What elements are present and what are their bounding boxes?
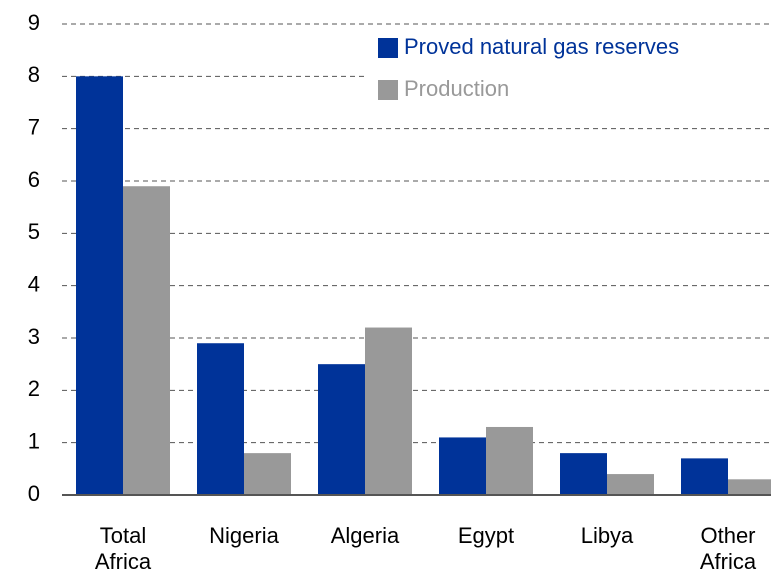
bar [365, 327, 412, 495]
y-tick-label: 2 [28, 376, 40, 401]
legend-label: Production [404, 76, 509, 101]
x-tick-label: Libya [580, 523, 634, 548]
y-tick-label: 7 [28, 114, 40, 139]
x-tick-label: Algeria [330, 523, 400, 548]
bar [123, 186, 170, 495]
bar [439, 437, 486, 495]
x-tick-label: Total Africa [94, 523, 152, 574]
y-tick-label: 0 [28, 481, 40, 506]
bar [728, 479, 771, 495]
y-tick-label: 9 [28, 10, 40, 35]
bar [318, 364, 365, 495]
bar [681, 458, 728, 495]
legend-label: Proved natural gas reserves [404, 34, 679, 59]
y-tick-label: 8 [28, 62, 40, 87]
x-tick-label: Other Africa [699, 523, 757, 574]
legend-swatch [378, 80, 398, 100]
y-tick-label: 6 [28, 167, 40, 192]
legend-swatch [378, 38, 398, 58]
bar [244, 453, 291, 495]
y-tick-label: 5 [28, 219, 40, 244]
y-tick-label: 3 [28, 324, 40, 349]
bar [560, 453, 607, 495]
x-tick-label: Nigeria [209, 523, 279, 548]
bar [607, 474, 654, 495]
x-tick-label: Egypt [457, 523, 515, 548]
y-tick-label: 1 [28, 428, 40, 453]
y-tick-label: 4 [28, 271, 40, 296]
legend-background [366, 26, 771, 112]
bar [486, 426, 533, 495]
bar [76, 76, 123, 495]
bar [197, 343, 244, 495]
